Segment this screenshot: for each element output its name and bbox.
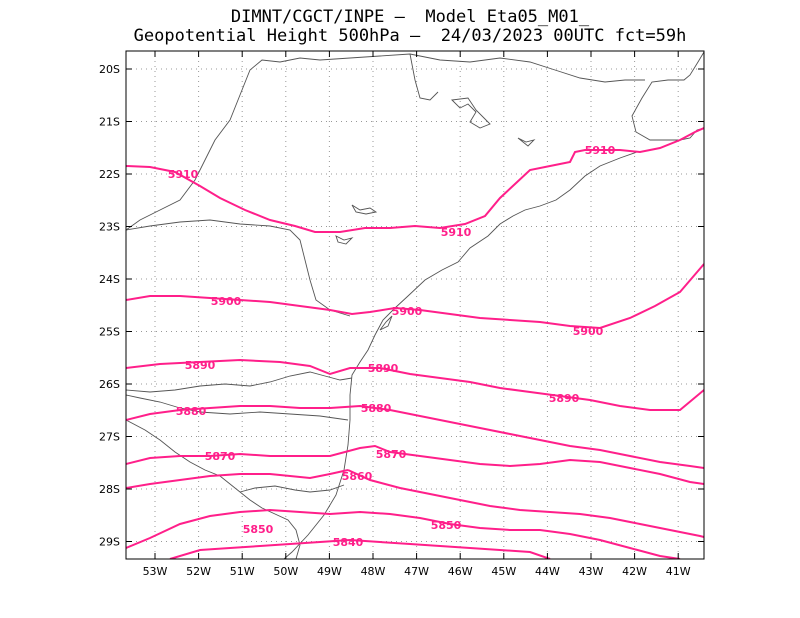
contour-5890 bbox=[126, 358, 704, 411]
lon-tick-label: 52W bbox=[186, 565, 211, 578]
contour-5870 bbox=[126, 444, 704, 485]
lat-tick-label: 23S bbox=[99, 221, 120, 234]
contour-label: 5840 bbox=[333, 536, 364, 549]
lat-tick-label: 22S bbox=[99, 168, 120, 181]
lat-tick-label: 21S bbox=[99, 116, 120, 129]
lon-tick-label: 53W bbox=[143, 565, 168, 578]
reservoir bbox=[517, 137, 536, 147]
lon-tick-label: 43W bbox=[579, 565, 604, 578]
contour-label: 5890 bbox=[368, 362, 399, 375]
contour-label: 5890 bbox=[185, 359, 216, 372]
contour-label: 5900 bbox=[211, 295, 242, 308]
contour-5860-east bbox=[347, 469, 704, 538]
lon-tick-label: 44W bbox=[535, 565, 560, 578]
contour-label: 5900 bbox=[573, 325, 604, 338]
contour-5840 bbox=[169, 538, 551, 559]
border bbox=[239, 484, 345, 493]
contour-label: 5890 bbox=[549, 392, 580, 405]
lon-tick-label: 41W bbox=[666, 565, 691, 578]
contour-label: 5910 bbox=[441, 226, 472, 239]
contour-5880 bbox=[126, 404, 704, 469]
border bbox=[126, 371, 353, 393]
contour-labels: 5910 5910 5910 5900 5900 5900 5890 5890 … bbox=[168, 144, 616, 549]
border bbox=[126, 419, 301, 559]
reservoir bbox=[451, 97, 491, 129]
lon-tick-label: 51W bbox=[230, 565, 255, 578]
coastline-south bbox=[283, 151, 638, 559]
contour-5900 bbox=[126, 263, 704, 330]
lon-tick-label: 42W bbox=[622, 565, 647, 578]
contour-5860 bbox=[126, 469, 349, 489]
lat-tick-label: 20S bbox=[99, 63, 120, 76]
map-title-line2: Geopotential Height 500hPa – 24/03/2023 … bbox=[133, 26, 687, 46]
coastline bbox=[631, 51, 704, 141]
lon-tick-label: 46W bbox=[448, 565, 473, 578]
contour-label: 5870 bbox=[205, 450, 236, 463]
lon-tick-label: 47W bbox=[404, 565, 429, 578]
contour-label: 5880 bbox=[361, 402, 392, 415]
border bbox=[126, 219, 351, 317]
contour-5850 bbox=[126, 508, 681, 559]
lon-tick-label: 49W bbox=[317, 565, 342, 578]
lon-tick-label: 50W bbox=[273, 565, 298, 578]
map-frame bbox=[125, 50, 705, 560]
lagoon bbox=[379, 315, 393, 331]
lat-tick-label: 24S bbox=[99, 273, 120, 286]
contour-label: 5910 bbox=[168, 168, 199, 181]
border bbox=[126, 53, 645, 231]
contour-5910-west bbox=[126, 127, 704, 233]
lat-tick-label: 27S bbox=[99, 431, 120, 444]
contour-label: 5910 bbox=[585, 144, 616, 157]
contour-label: 5870 bbox=[376, 448, 407, 461]
contour-label: 5880 bbox=[176, 405, 207, 418]
lat-tick-label: 25S bbox=[99, 326, 120, 339]
lat-tick-label: 28S bbox=[99, 483, 120, 496]
border bbox=[409, 53, 439, 101]
lat-tick-label: 26S bbox=[99, 378, 120, 391]
reservoir bbox=[335, 235, 354, 245]
contour-label: 5850 bbox=[431, 519, 462, 532]
contour-label: 5850 bbox=[243, 523, 274, 536]
axes: 53W 52W 51W 50W 49W 48W 47W 46W 45W 44W 43W 42W 41W 2… bbox=[99, 51, 704, 578]
lon-tick-label: 48W bbox=[361, 565, 386, 578]
lat-tick-label: 29S bbox=[99, 536, 120, 549]
map-title-line1: DIMNT/CGCT/INPE – Model Eta05_M01_ bbox=[230, 7, 590, 27]
reservoir bbox=[351, 204, 378, 215]
border bbox=[126, 394, 349, 421]
height-contours bbox=[126, 127, 704, 559]
lon-tick-label: 45W bbox=[491, 565, 516, 578]
contour-label: 5860 bbox=[342, 470, 373, 483]
contour-label: 5900 bbox=[392, 305, 423, 318]
